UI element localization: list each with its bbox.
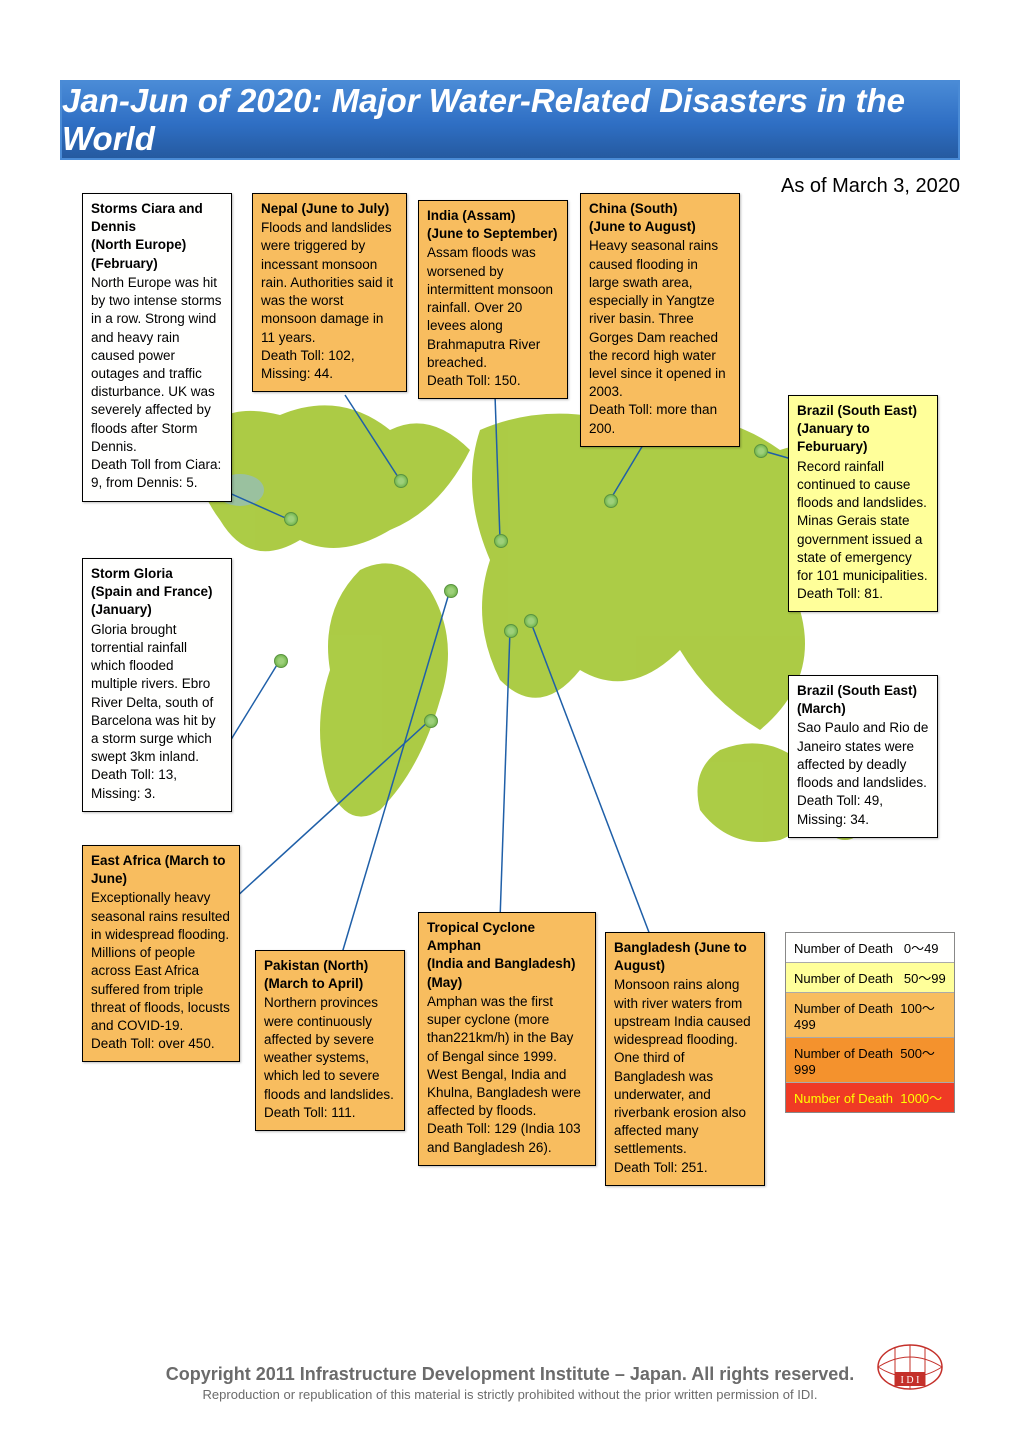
card-title: Brazil (South East) bbox=[797, 402, 929, 420]
map-dot bbox=[604, 494, 618, 508]
card-body: Heavy seasonal rains caused flooding in … bbox=[589, 237, 731, 437]
card-title: Nepal (June to July) bbox=[261, 200, 398, 218]
legend-row: Number of Death 0～49 bbox=[786, 933, 954, 963]
map-dot bbox=[444, 584, 458, 598]
card-dates: (June to September) bbox=[427, 225, 559, 243]
card-title: China (South) bbox=[589, 200, 731, 218]
legend-row: Number of Death 50～99 bbox=[786, 963, 954, 993]
card-storm-gloria: Storm Gloria (Spain and France) (January… bbox=[82, 558, 232, 812]
card-dates: (January to Feburuary) bbox=[797, 420, 929, 456]
map-dot bbox=[494, 534, 508, 548]
legend-row: Number of Death 500～999 bbox=[786, 1038, 954, 1083]
card-storms-ciara-dennis: Storms Ciara and Dennis (North Europe) (… bbox=[82, 193, 232, 502]
legend-row: Number of Death 1000～ bbox=[786, 1083, 954, 1112]
card-east-africa: East Africa (March to June) Exceptionall… bbox=[82, 845, 240, 1062]
card-body: Exceptionally heavy seasonal rains resul… bbox=[91, 889, 231, 1053]
legend-label: Number of Death bbox=[794, 1001, 893, 1016]
card-bangladesh: Bangladesh (June to August) Monsoon rain… bbox=[605, 932, 765, 1186]
card-title: Brazil (South East) bbox=[797, 682, 929, 700]
card-title: Tropical Cyclone Amphan bbox=[427, 919, 587, 955]
card-body: Floods and landslides were triggered by … bbox=[261, 219, 398, 383]
copyright-sub: Reproduction or republication of this ma… bbox=[0, 1387, 1020, 1402]
card-location: (North Europe) bbox=[91, 236, 223, 254]
card-nepal: Nepal (June to July) Floods and landslid… bbox=[252, 193, 407, 392]
map-dot bbox=[504, 624, 518, 638]
card-body: Sao Paulo and Rio de Janeiro states were… bbox=[797, 719, 929, 828]
map-dot bbox=[274, 654, 288, 668]
card-body: Gloria brought torrential rainfall which… bbox=[91, 621, 223, 803]
legend-label: Number of Death bbox=[794, 971, 893, 986]
card-dates: (February) bbox=[91, 255, 223, 273]
card-dates: (India and Bangladesh) (May) bbox=[427, 955, 587, 991]
legend-range: 1000～ bbox=[900, 1091, 942, 1106]
card-dates: (March to April) bbox=[264, 975, 396, 993]
card-pakistan: Pakistan (North) (March to April) Northe… bbox=[255, 950, 405, 1131]
map-dot bbox=[754, 444, 768, 458]
card-body: Northern provinces were continuously aff… bbox=[264, 994, 396, 1122]
card-body: Monsoon rains along with river waters fr… bbox=[614, 976, 756, 1176]
card-body: Record rainfall continued to cause flood… bbox=[797, 458, 929, 604]
card-brazil-march: Brazil (South East) (March) Sao Paulo an… bbox=[788, 675, 938, 838]
card-title: Storm Gloria bbox=[91, 565, 223, 583]
card-body: Amphan was the first super cyclone (more… bbox=[427, 993, 587, 1157]
card-body: North Europe was hit by two intense stor… bbox=[91, 274, 223, 493]
map-dot bbox=[524, 614, 538, 628]
legend: Number of Death 0～49 Number of Death 50～… bbox=[785, 932, 955, 1113]
legend-label: Number of Death bbox=[794, 1091, 893, 1106]
card-cyclone-amphan: Tropical Cyclone Amphan (India and Bangl… bbox=[418, 912, 596, 1166]
copyright: Copyright 2011 Infrastructure Developmen… bbox=[0, 1364, 1020, 1385]
card-title: Pakistan (North) bbox=[264, 957, 396, 975]
card-location: (Spain and France) bbox=[91, 583, 223, 601]
card-title: Storms Ciara and Dennis bbox=[91, 200, 223, 236]
card-china-south: China (South) (June to August) Heavy sea… bbox=[580, 193, 740, 447]
map-dot bbox=[424, 714, 438, 728]
card-title: Bangladesh (June to August) bbox=[614, 939, 756, 975]
card-brazil-jan-feb: Brazil (South East) (January to Feburuar… bbox=[788, 395, 938, 612]
footer: Copyright 2011 Infrastructure Developmen… bbox=[0, 1364, 1020, 1402]
map-dot bbox=[394, 474, 408, 488]
legend-row: Number of Death 100～499 bbox=[786, 993, 954, 1038]
legend-range: 0～49 bbox=[904, 941, 939, 956]
card-india-assam: India (Assam) (June to September) Assam … bbox=[418, 200, 568, 399]
card-dates: (March) bbox=[797, 700, 929, 718]
card-dates: (June to August) bbox=[589, 218, 731, 236]
card-body: Assam floods was worsened by intermitten… bbox=[427, 244, 559, 390]
legend-label: Number of Death bbox=[794, 941, 893, 956]
card-title: East Africa (March to June) bbox=[91, 852, 231, 888]
map-dot bbox=[284, 512, 298, 526]
legend-label: Number of Death bbox=[794, 1046, 893, 1061]
card-title: India (Assam) bbox=[427, 207, 559, 225]
legend-range: 50～99 bbox=[904, 971, 946, 986]
card-dates: (January) bbox=[91, 601, 223, 619]
